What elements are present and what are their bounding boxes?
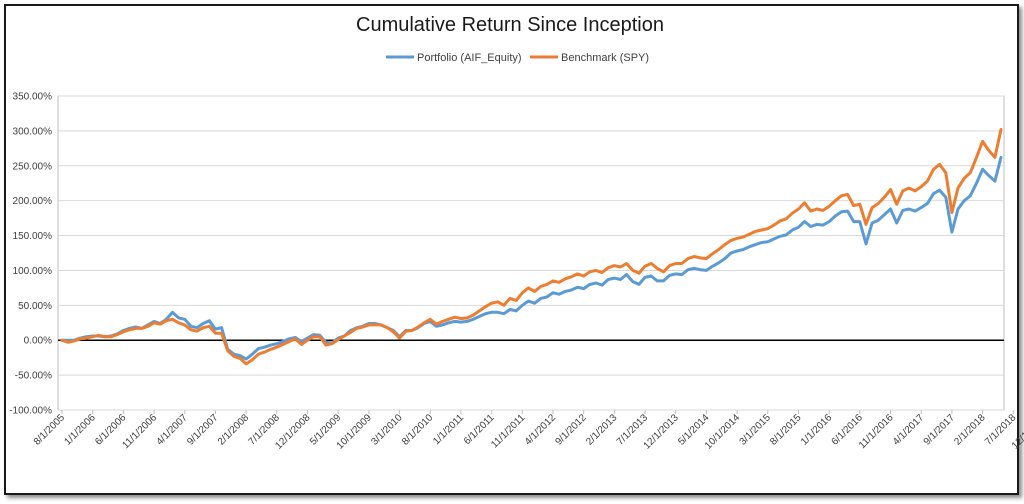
y-tick-label: 0.00% (24, 336, 52, 347)
y-tick-label: -100.00% (9, 406, 52, 417)
x-tick-label: 11/1/2006 (120, 412, 159, 451)
x-tick-label: 9/1/2007 (185, 412, 221, 448)
y-tick-label: 350.00% (13, 92, 53, 103)
x-tick-label: 4/1/2017 (891, 412, 927, 448)
x-tick-label: 1/1/2011 (431, 412, 466, 447)
chart-title: Cumulative Return Since Inception (356, 14, 664, 36)
x-tick-label: 2/1/2013 (584, 412, 620, 448)
x-tick-label: 4/1/2007 (155, 412, 191, 448)
x-tick-label: 1/1/2006 (62, 412, 98, 448)
y-tick-label: 250.00% (13, 161, 53, 172)
plot-area (57, 95, 1005, 411)
series-line-benchmark (60, 128, 1003, 366)
x-tick-label: 11/1/2011 (489, 412, 527, 450)
x-tick-label: 11/1/2016 (857, 412, 896, 451)
series-line-portfolio (60, 155, 1003, 361)
legend-label-benchmark: Benchmark (SPY) (561, 52, 649, 64)
x-tick-label: 9/1/2017 (922, 412, 958, 448)
y-tick-label: 100.00% (13, 266, 53, 277)
legend-label-portfolio: Portfolio (AIF_Equity) (417, 52, 522, 64)
y-axis-ticks: -100.00% -50.00% 0.00% 50.00% 100.00% 150.00%… (9, 92, 52, 417)
y-tick-label: 150.00% (13, 231, 53, 242)
x-tick-label: 2/1/2008 (216, 412, 252, 448)
y-tick-label: 200.00% (13, 196, 53, 207)
x-tick-label: 3/1/2010 (369, 412, 405, 448)
x-tick-label: 8/1/2010 (400, 412, 436, 448)
y-tick-label: 50.00% (18, 301, 52, 312)
x-axis-ticks: 8/1/20051/1/20066/1/200611/1/20064/1/200… (32, 410, 1024, 452)
y-tick-label: 300.00% (13, 126, 53, 137)
series-lines (60, 128, 1003, 366)
x-tick-label: 8/1/2015 (768, 412, 804, 448)
legend: Portfolio (AIF_Equity) Benchmark (SPY) (386, 52, 649, 64)
x-tick-label: 3/1/2015 (738, 412, 774, 448)
x-tick-label: 9/1/2012 (553, 412, 589, 448)
y-tick-label: -50.00% (15, 371, 52, 382)
x-tick-label: 2/1/2018 (952, 412, 988, 448)
x-tick-label: 4/1/2012 (523, 412, 559, 448)
x-tick-label: 8/1/2005 (32, 412, 68, 448)
x-tick-label: 1/1/2016 (799, 412, 835, 448)
